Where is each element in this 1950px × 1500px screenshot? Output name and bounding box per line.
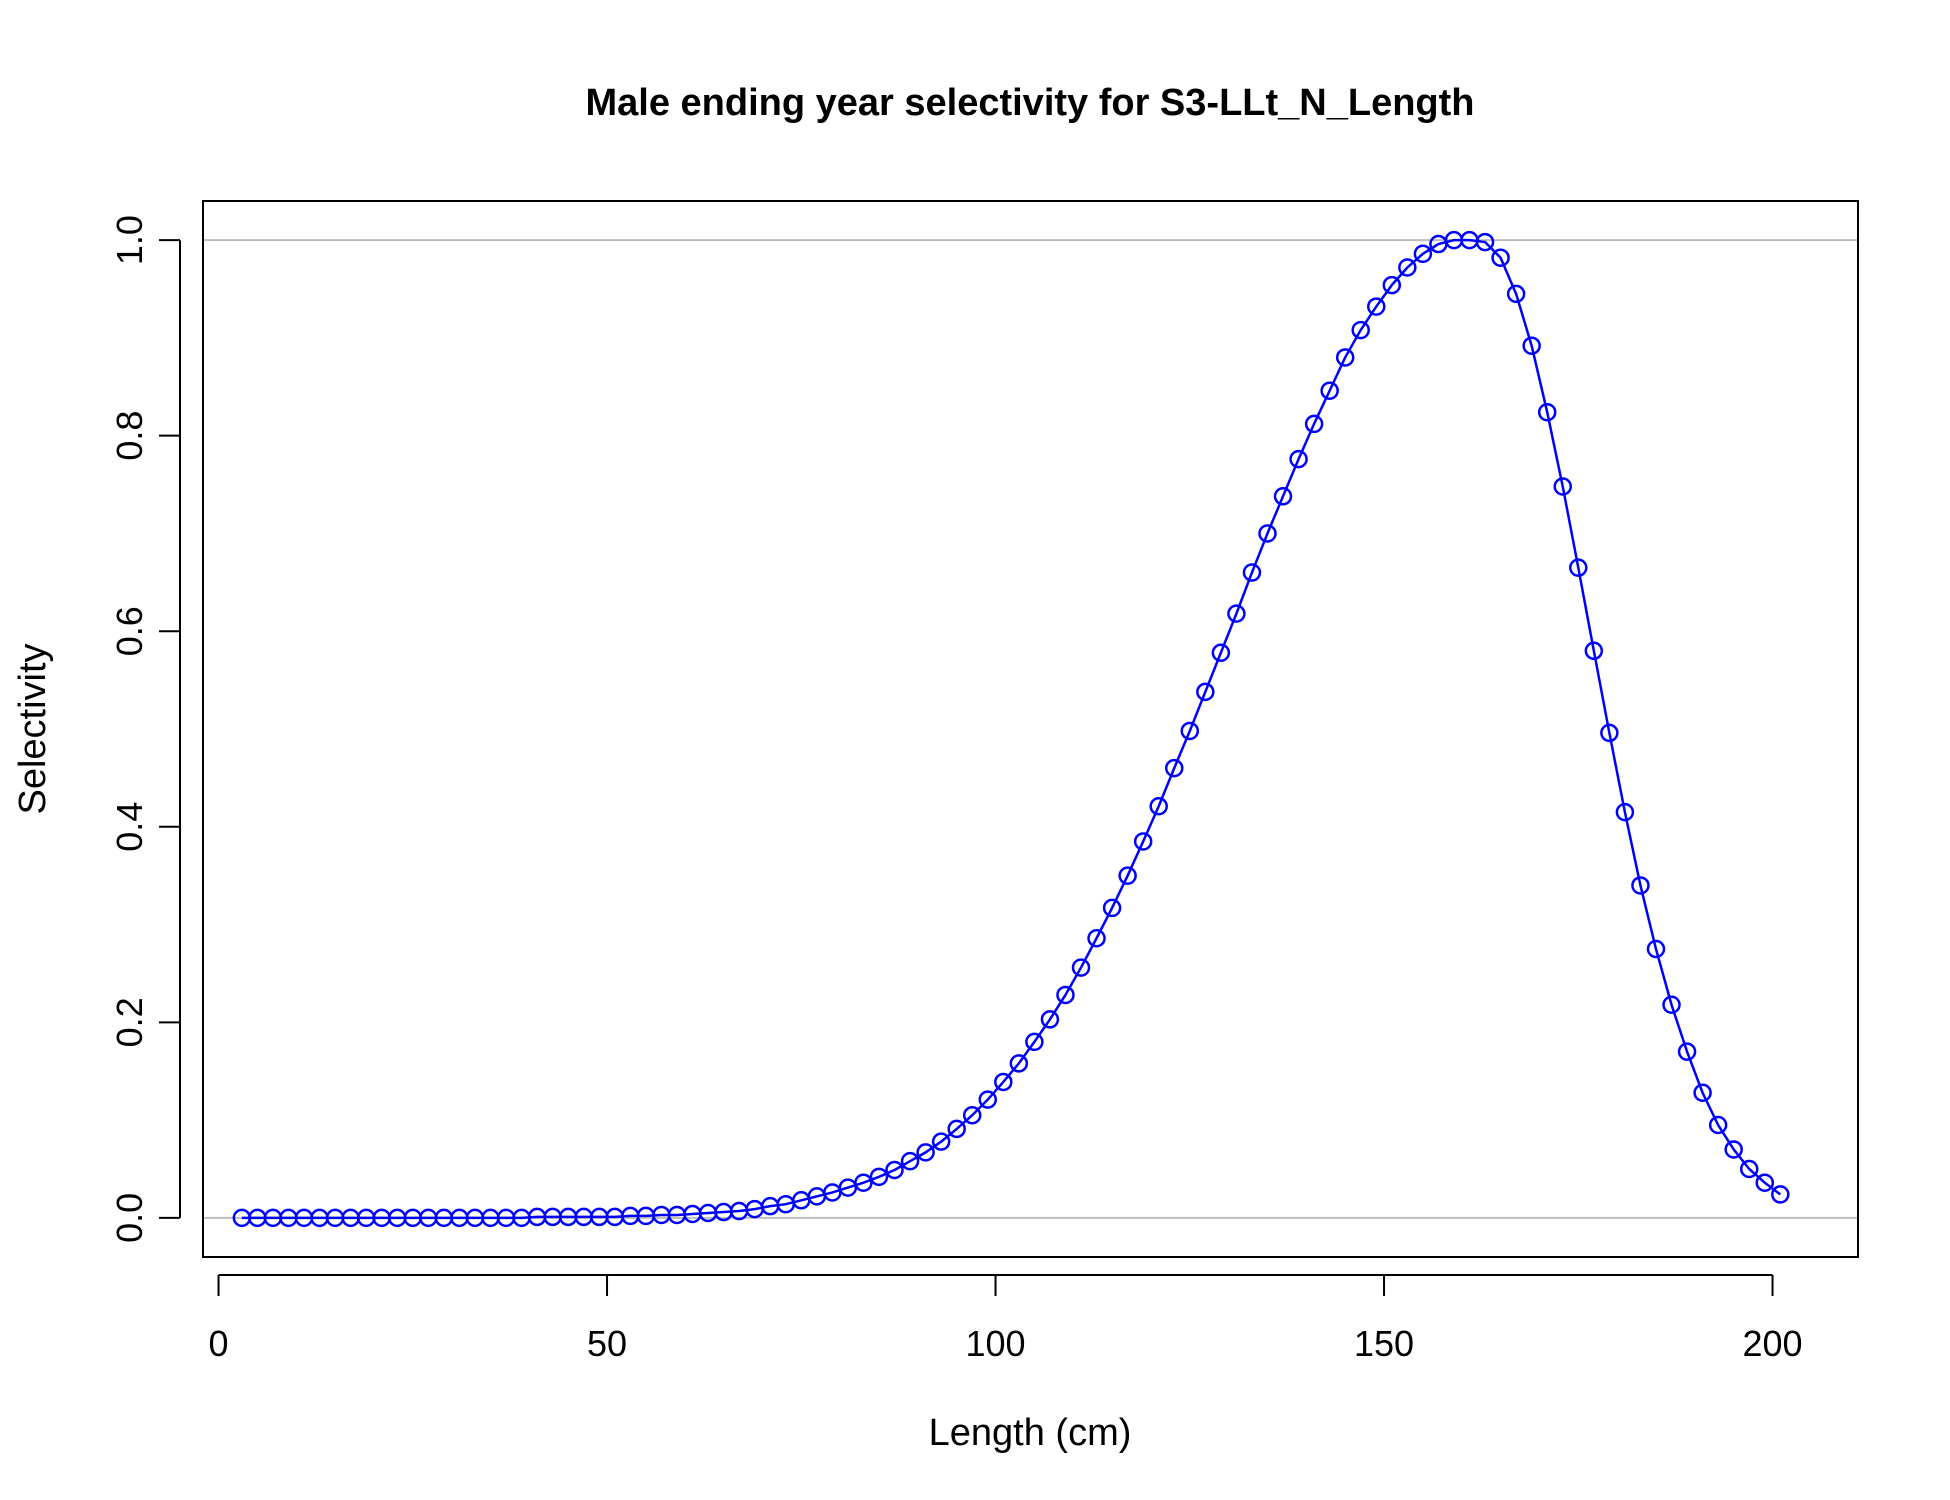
data-point: [1755, 1173, 1775, 1192]
y-tick-label: 0.6: [109, 606, 150, 656]
data-point: [1289, 449, 1308, 469]
data-point: [1102, 898, 1122, 918]
data-point: [1600, 723, 1619, 743]
data-point: [1149, 796, 1168, 816]
data-point: [1491, 248, 1510, 267]
data-point: [1398, 258, 1417, 277]
data-point: [1677, 1042, 1697, 1061]
data-point: [1367, 297, 1386, 316]
data-point: [962, 1105, 982, 1125]
data-point: [885, 1160, 904, 1180]
data-point: [1025, 1032, 1044, 1052]
y-tick-label: 0.4: [109, 802, 150, 852]
data-point: [1056, 985, 1075, 1005]
y-tick-label: 1.0: [109, 215, 150, 265]
data-point: [931, 1132, 951, 1151]
data-point: [1693, 1083, 1712, 1102]
data-point: [947, 1119, 966, 1139]
data-point: [1258, 524, 1277, 543]
x-tick-label: 50: [587, 1323, 627, 1364]
data-point: [1133, 832, 1153, 851]
y-tick-label: 0.8: [109, 411, 150, 461]
x-axis: 0 50 100 150 200: [209, 1274, 1803, 1364]
y-axis: 0.0 0.2 0.4 0.6 0.8 1.0: [109, 215, 181, 1243]
x-tick-label: 0: [209, 1323, 229, 1364]
data-point: [1646, 939, 1666, 959]
data-point: [1071, 958, 1091, 977]
chart-title: Male ending year selectivity for S3-LLt_…: [586, 82, 1475, 124]
data-point: [1227, 604, 1246, 623]
data-point: [978, 1090, 998, 1109]
data-point: [1273, 487, 1293, 506]
data-point: [1631, 876, 1650, 895]
series-layer: [232, 230, 1790, 1228]
data-point: [1739, 1159, 1759, 1179]
x-axis-label: Length (cm): [929, 1412, 1132, 1454]
data-point: [1335, 348, 1355, 367]
data-point: [1615, 802, 1635, 822]
data-point: [1164, 758, 1184, 778]
data-point: [1009, 1054, 1029, 1073]
data-point: [1522, 336, 1541, 355]
data-point: [1553, 477, 1572, 496]
data-point: [1196, 682, 1215, 702]
data-point: [994, 1072, 1013, 1092]
data-point: [900, 1151, 920, 1171]
data-point: [869, 1167, 889, 1187]
data-point: [1304, 414, 1324, 434]
y-tick-label: 0.0: [109, 1193, 150, 1243]
plot-frame: [202, 200, 1859, 1258]
x-tick-label: 200: [1742, 1323, 1802, 1364]
data-point: [1118, 866, 1137, 885]
data-point: [1351, 320, 1370, 340]
data-point: [1537, 402, 1557, 422]
x-tick-label: 100: [965, 1323, 1025, 1364]
data-point: [1382, 275, 1402, 295]
data-point: [1708, 1115, 1728, 1135]
data-point: [1087, 928, 1106, 948]
data-point: [1475, 232, 1495, 252]
data-point: [916, 1143, 935, 1162]
data-point: [1662, 995, 1681, 1014]
y-tick-label: 0.2: [109, 997, 150, 1047]
data-point: [1242, 563, 1262, 582]
data-point: [1569, 558, 1588, 577]
data-point: [1413, 244, 1433, 264]
data-point: [1211, 643, 1231, 662]
data-point: [1040, 1010, 1060, 1029]
x-tick-label: 150: [1354, 1323, 1414, 1364]
data-point: [1771, 1185, 1790, 1204]
data-point: [1724, 1140, 1743, 1159]
data-point: [1180, 721, 1200, 741]
data-point: [1506, 284, 1526, 304]
data-point: [1320, 381, 1339, 400]
y-axis-label: Selectivity: [12, 643, 54, 814]
data-point: [854, 1173, 873, 1192]
data-point: [1584, 641, 1604, 661]
series-line-0: [241, 238, 1782, 1220]
